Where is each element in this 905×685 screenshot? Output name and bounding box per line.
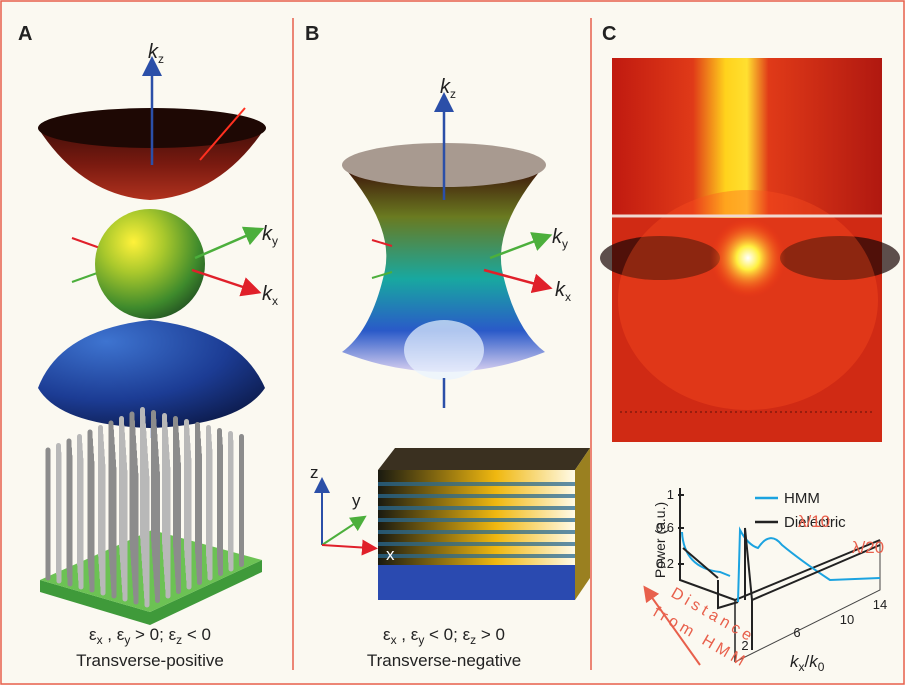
layer xyxy=(378,494,575,498)
page: {"panel_a": {"label": "A", "axes": [{"sy… xyxy=(0,0,905,685)
figure: A kz ky kx εx , εy > 0; εz < 0 Transvers… xyxy=(0,0,905,685)
layer xyxy=(378,542,575,546)
annotation: λ/20 xyxy=(852,538,884,557)
y-tick-label: 0.6 xyxy=(656,520,674,535)
annotation: λ/10 xyxy=(798,512,830,531)
panel-label: A xyxy=(18,23,32,45)
caption: Transverse-positive xyxy=(76,651,224,670)
condition: εx , εy > 0; εz < 0 xyxy=(89,625,211,647)
layer xyxy=(378,506,575,510)
panel-label: B xyxy=(305,23,319,45)
x-tick-label: 14 xyxy=(873,597,887,612)
layer xyxy=(378,530,575,534)
x-tick-label: 10 xyxy=(840,612,854,627)
panel-label: C xyxy=(602,23,616,45)
y-tick-label: 1 xyxy=(667,487,674,502)
layer xyxy=(378,554,575,558)
layer xyxy=(378,482,575,486)
legend-label: HMM xyxy=(784,490,820,507)
y-tick-label: 0.2 xyxy=(656,556,674,571)
condition: εx , εy < 0; εz > 0 xyxy=(383,625,505,647)
caption: Transverse-negative xyxy=(367,651,521,670)
coordinate-label: x xyxy=(386,545,395,564)
layered-block xyxy=(378,448,590,600)
x-tick-label: 6 xyxy=(793,625,800,640)
field-map xyxy=(600,58,900,442)
coordinate-label: y xyxy=(352,491,361,510)
layer xyxy=(378,518,575,522)
coordinate-label: z xyxy=(310,463,319,482)
